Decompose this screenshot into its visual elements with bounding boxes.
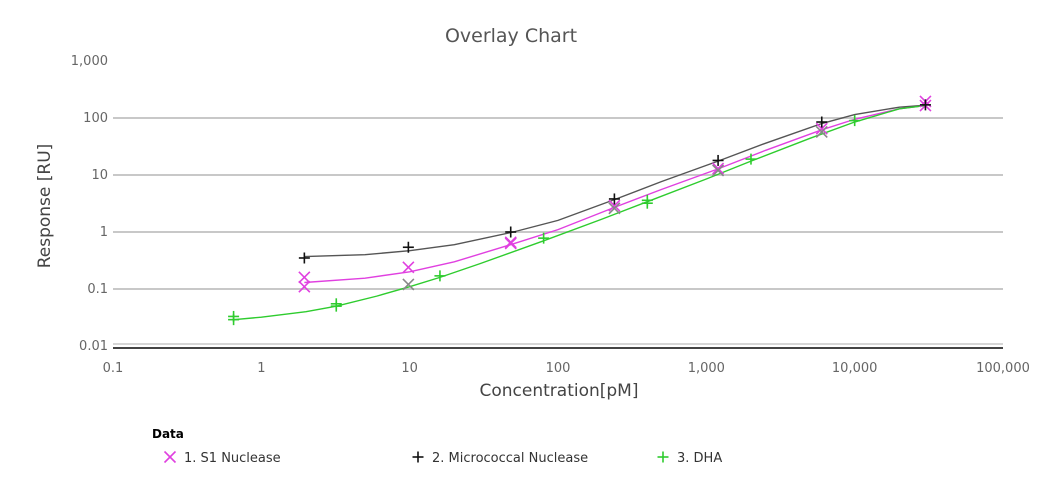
data-point-series-1 — [815, 125, 828, 138]
legend-item[interactable]: 3. DHA — [657, 451, 723, 466]
data-point-series-1 — [504, 237, 517, 250]
data-point-series-2 — [608, 193, 620, 205]
data-point-series-1 — [402, 261, 415, 274]
data-point-series-2 — [402, 241, 414, 253]
x-tick-label: 0.1 — [103, 361, 124, 376]
x-axis-title: Concentration[pM] — [480, 381, 639, 401]
data-point-series-3 — [330, 300, 342, 312]
data-point-series-1 — [712, 162, 725, 175]
legend-item[interactable]: 2. Micrococcal Nuclease — [412, 451, 589, 466]
x-tick-label: 10 — [401, 361, 418, 376]
data-point-series-2 — [298, 252, 310, 264]
data-point-series-3 — [228, 314, 240, 326]
x-tick-label: 100,000 — [976, 361, 1030, 376]
chart-title: Overlay Chart — [445, 25, 577, 47]
data-point-series-3 — [641, 197, 653, 209]
data-point-series-1 — [402, 278, 415, 291]
data-point-series-2 — [816, 116, 828, 128]
data-point-series-2 — [712, 154, 724, 166]
x-tick-label: 1,000 — [688, 361, 725, 376]
axis-ticks: 0.01 0.1 1 10 100 1,000 0.1 1 10 100 1,000 10,000 10… — [71, 54, 1030, 376]
legend-marker-icon — [163, 450, 177, 464]
y-tick-label: 0.1 — [87, 282, 108, 297]
data-point-series-2 — [505, 226, 517, 238]
x-tick-label: 1 — [257, 361, 265, 376]
data-point-series-3 — [849, 115, 861, 127]
legend-label: 1. S1 Nuclease — [184, 451, 281, 466]
data-points — [228, 95, 932, 326]
y-tick-label: 100 — [83, 111, 108, 126]
legend-title: Data — [152, 427, 184, 441]
legend: Data 1. S1 Nuclease 2. Micrococcal Nuclea… — [152, 427, 722, 466]
data-point-series-1 — [608, 199, 621, 212]
data-point-series-1 — [504, 236, 517, 249]
data-point-series-1 — [712, 164, 725, 177]
y-tick-label: 10 — [91, 168, 108, 183]
fit-curve-series-2 — [304, 104, 926, 258]
legend-label: 2. Micrococcal Nuclease — [432, 451, 588, 466]
legend-label: 3. DHA — [677, 451, 722, 466]
data-point-series-1 — [815, 122, 828, 135]
grid-lines — [113, 117, 1003, 349]
x-tick-label: 10,000 — [832, 361, 878, 376]
y-tick-label: 0.01 — [79, 339, 108, 354]
data-point-series-3 — [745, 153, 757, 165]
data-point-series-1 — [298, 280, 311, 293]
data-point-series-3 — [538, 232, 550, 244]
x-tick-label: 100 — [546, 361, 571, 376]
legend-items: 1. S1 Nuclease 2. Micrococcal Nuclease 3. … — [163, 450, 723, 466]
legend-marker-icon — [412, 451, 424, 463]
data-point-series-3 — [434, 270, 446, 282]
y-tick-label: 1,000 — [71, 54, 108, 69]
y-tick-label: 1 — [100, 225, 108, 240]
data-point-series-2 — [919, 99, 931, 111]
data-point-series-1 — [608, 202, 621, 215]
y-axis-title: Response [RU] — [35, 144, 55, 269]
data-point-series-1 — [298, 271, 311, 284]
legend-marker-icon — [657, 451, 669, 463]
legend-item[interactable]: 1. S1 Nuclease — [163, 450, 281, 466]
